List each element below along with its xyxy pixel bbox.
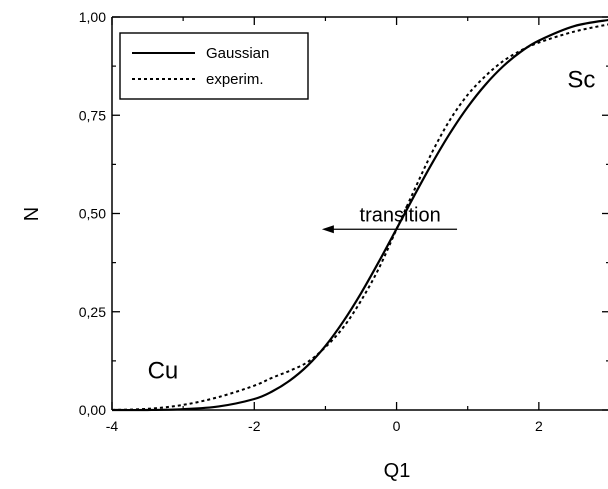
series-line-gaussian bbox=[111, 18, 608, 412]
x-tick-label: -2 bbox=[248, 418, 261, 434]
annotations: Sc Cu transition bbox=[148, 67, 596, 385]
legend-label: experim. bbox=[206, 71, 264, 88]
transition-arrow-head bbox=[321, 225, 334, 234]
annotation-cu: Cu bbox=[148, 358, 179, 385]
x-tick-label: 2 bbox=[535, 418, 543, 434]
y-tick-label: 0,75 bbox=[79, 107, 106, 123]
series bbox=[111, 18, 608, 412]
x-tick-label: -4 bbox=[106, 418, 119, 434]
annotation-transition: transition bbox=[360, 204, 441, 226]
y-tick-label: 0,25 bbox=[79, 304, 106, 320]
y-axis-label: N bbox=[21, 207, 43, 221]
legend: Gaussian experim. bbox=[119, 32, 309, 100]
y-tick-label: 0,00 bbox=[79, 402, 106, 418]
x-tick-label: 0 bbox=[393, 418, 401, 434]
y-tick-label: 1,00 bbox=[79, 9, 106, 25]
ticks: 0,00 0,25 0,50 0,75 1,00 -4 -2 0 2 bbox=[79, 9, 608, 434]
y-tick-label: 0,50 bbox=[79, 206, 106, 222]
annotation-sc: Sc bbox=[567, 67, 595, 94]
legend-label: Gaussian bbox=[206, 45, 269, 62]
legend-box bbox=[119, 32, 309, 100]
x-axis-label: Q1 bbox=[384, 460, 411, 482]
